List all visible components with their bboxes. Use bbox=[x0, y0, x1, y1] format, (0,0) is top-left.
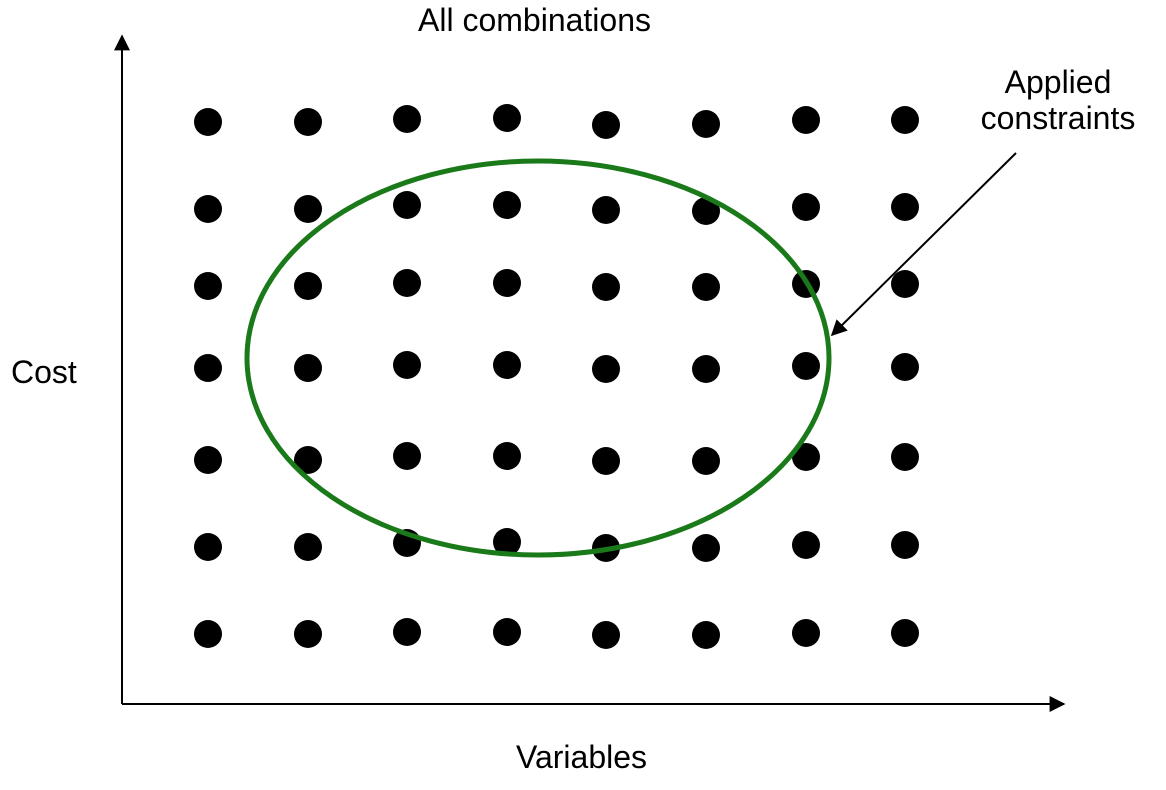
constraint-ellipse bbox=[244, 158, 832, 558]
combination-point bbox=[493, 442, 521, 470]
combination-point bbox=[891, 106, 919, 134]
combination-point bbox=[891, 353, 919, 381]
combination-point bbox=[493, 351, 521, 379]
combination-point bbox=[294, 533, 322, 561]
combination-point bbox=[393, 351, 421, 379]
combination-point bbox=[592, 196, 620, 224]
combination-point bbox=[692, 534, 720, 562]
y-axis-label: Cost bbox=[11, 354, 77, 390]
combination-points bbox=[194, 104, 919, 649]
combination-point bbox=[393, 442, 421, 470]
combination-point bbox=[592, 273, 620, 301]
combination-point bbox=[194, 195, 222, 223]
combination-point bbox=[692, 197, 720, 225]
combination-point bbox=[294, 354, 322, 382]
combination-point bbox=[592, 621, 620, 649]
combination-point bbox=[792, 619, 820, 647]
x-axis-label: Variables bbox=[516, 739, 648, 775]
diagram-title: All combinations bbox=[418, 2, 651, 38]
combination-point bbox=[294, 446, 322, 474]
combination-point bbox=[592, 111, 620, 139]
combination-point bbox=[792, 531, 820, 559]
constraints-annotation: Applied constraints bbox=[960, 64, 1156, 136]
combination-point bbox=[692, 355, 720, 383]
annotation-line-2: constraints bbox=[980, 100, 1136, 136]
combination-point bbox=[493, 191, 521, 219]
combination-point bbox=[891, 619, 919, 647]
combination-point bbox=[592, 355, 620, 383]
annotation-line-1: Applied bbox=[1004, 64, 1112, 100]
combination-point bbox=[592, 447, 620, 475]
combination-point bbox=[792, 193, 820, 221]
combination-point bbox=[493, 104, 521, 132]
combination-point bbox=[692, 447, 720, 475]
combination-point bbox=[393, 105, 421, 133]
combination-point bbox=[692, 110, 720, 138]
combination-point bbox=[792, 443, 820, 471]
combination-point bbox=[194, 354, 222, 382]
combination-point bbox=[891, 443, 919, 471]
combination-point bbox=[393, 269, 421, 297]
combination-point bbox=[294, 108, 322, 136]
combination-point bbox=[692, 273, 720, 301]
combination-point bbox=[393, 191, 421, 219]
combination-point bbox=[194, 446, 222, 474]
combination-point bbox=[792, 106, 820, 134]
combination-point bbox=[891, 270, 919, 298]
combination-point bbox=[194, 533, 222, 561]
combination-point bbox=[294, 620, 322, 648]
combination-point bbox=[294, 195, 322, 223]
annotation-arrow bbox=[830, 152, 1017, 337]
combination-point bbox=[891, 531, 919, 559]
combination-point bbox=[493, 528, 521, 556]
combination-point bbox=[891, 193, 919, 221]
combination-point bbox=[692, 621, 720, 649]
combination-point bbox=[493, 269, 521, 297]
combination-point bbox=[194, 620, 222, 648]
combination-point bbox=[393, 618, 421, 646]
combination-point bbox=[294, 272, 322, 300]
combination-point bbox=[194, 108, 222, 136]
combination-point bbox=[493, 618, 521, 646]
combination-point bbox=[194, 272, 222, 300]
combination-point bbox=[792, 352, 820, 380]
